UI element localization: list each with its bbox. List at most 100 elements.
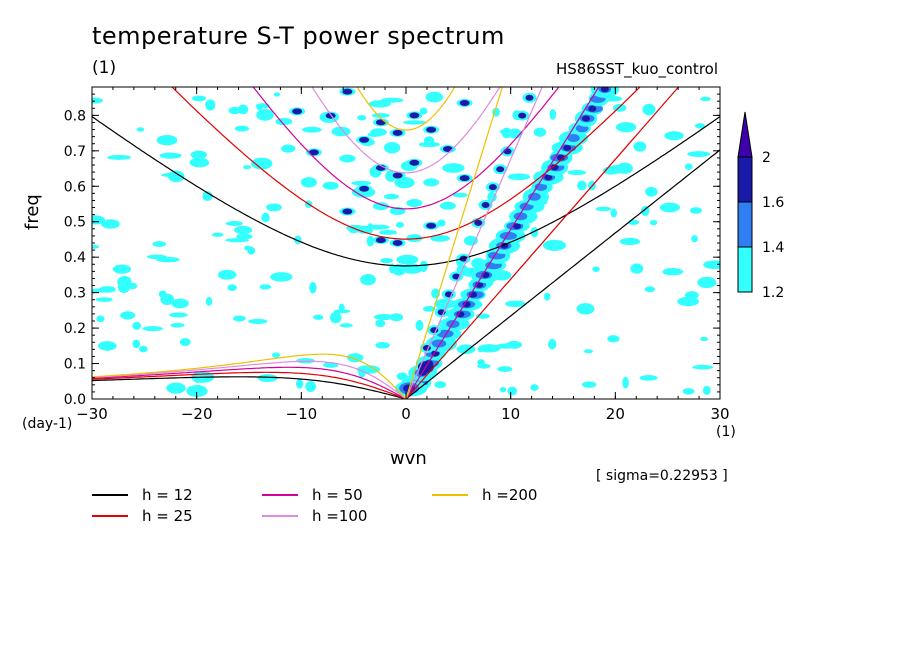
legend-h25: h = 25 [92, 507, 193, 525]
legend-label-h200: h =200 [482, 486, 538, 504]
power-contour-blob [236, 233, 253, 240]
power-contour-blob [191, 95, 207, 102]
power-contour-blob [700, 96, 711, 102]
power-contour-blob [639, 375, 658, 381]
power-contour-blob [497, 366, 513, 373]
power-contour-blob [581, 381, 597, 388]
power-contour-blob [481, 201, 490, 208]
power-contour-blob [687, 151, 711, 157]
x-tick-label: −20 [181, 405, 213, 423]
power-contour-blob [474, 219, 483, 226]
power-contour-blob [456, 344, 476, 355]
dispersion-curve [92, 376, 407, 399]
power-contour-blob [227, 284, 237, 291]
x-tick-label: 20 [606, 405, 625, 423]
y-tick-label: 0.8 [64, 108, 86, 124]
power-contour-blob [459, 175, 470, 182]
power-contour-blob [305, 381, 316, 392]
power-contour-blob [194, 378, 202, 383]
power-contour-blob [548, 338, 557, 350]
legend-label-h12: h = 12 [142, 486, 193, 504]
y-tick-label: 0.1 [64, 357, 86, 373]
dispersion-curve [405, 87, 543, 399]
power-contour-blob [389, 313, 404, 322]
power-contour-blob [567, 134, 580, 143]
legend-label-h100: h =100 [312, 507, 368, 525]
legend-h100: h =100 [262, 507, 367, 525]
power-contour-blob [426, 126, 437, 133]
power-contour-blob [132, 321, 142, 330]
power-contour-blob [542, 239, 567, 251]
power-contour-blob [132, 339, 141, 349]
power-contour-blob [406, 199, 423, 208]
legend-h200: h =200 [432, 486, 537, 504]
power-contour-blob [366, 235, 375, 247]
power-contour-blob [592, 266, 600, 273]
power-contour-blob [202, 191, 213, 202]
power-contour-blob [244, 245, 252, 251]
power-contour-blob [383, 142, 401, 154]
power-contour-blob [409, 159, 420, 166]
power-contour-blob [234, 125, 250, 132]
power-contour-blob [273, 92, 281, 97]
power-contour-blob [391, 264, 407, 276]
power-contour-blob [645, 186, 658, 197]
power-contour-blob [261, 212, 270, 223]
y-tick-label: 0.3 [64, 286, 86, 302]
power-contour-blob [607, 335, 620, 343]
power-contour-blob [255, 103, 270, 109]
power-contour-blob [329, 311, 342, 324]
power-contour-blob [525, 94, 534, 101]
power-contour-blob [583, 349, 593, 354]
power-contour-blob [270, 272, 293, 282]
power-contour-blob [342, 208, 353, 215]
power-contour-blob [346, 353, 364, 363]
x-tick-label: −10 [286, 405, 318, 423]
power-contour-blob [313, 314, 324, 320]
power-contour-blob [437, 219, 446, 227]
power-contour-blob [456, 311, 465, 318]
legend-h50: h = 50 [262, 486, 363, 504]
colorbar-triangle [737, 111, 753, 158]
power-contour-blob [147, 254, 167, 260]
plot-area [92, 87, 720, 399]
power-contour-blob [477, 346, 485, 353]
dispersion-curve [356, 87, 456, 131]
power-contour-blob [138, 345, 148, 353]
power-contour-blob [630, 263, 644, 274]
legend-label-h25: h = 25 [142, 507, 193, 525]
power-contour-blob [567, 170, 587, 176]
power-contour-blob [309, 281, 317, 294]
power-contour-blob [190, 150, 207, 160]
legend-h12: h = 12 [92, 486, 193, 504]
power-contour-blob [496, 166, 505, 173]
power-contour-blob [426, 222, 437, 229]
dispersion-curve [311, 87, 501, 174]
power-contour-blob [228, 106, 241, 115]
power-contour-blob [507, 386, 518, 396]
power-contour-blob [431, 339, 447, 348]
power-contour-blob [588, 105, 597, 112]
dispersion-curve [405, 87, 600, 399]
power-contour-blob [423, 305, 436, 312]
power-contour-blob [622, 376, 629, 389]
power-contour-blob [211, 232, 224, 237]
power-contour-blob [152, 241, 167, 247]
power-contour-blob [225, 220, 243, 226]
legend-swatch-h100 [262, 515, 298, 517]
power-contour-blob [333, 309, 351, 314]
legend-swatch-h12 [92, 494, 128, 496]
power-contour-blob [582, 115, 591, 122]
power-contour-blob [703, 260, 720, 270]
power-contour-blob [488, 184, 497, 191]
chart-subtitle: (1) [92, 58, 117, 78]
power-contour-blob [300, 177, 317, 188]
colorbar-segment [737, 246, 753, 293]
dispersion-curve [92, 366, 407, 399]
dispersion-curve [92, 353, 407, 399]
power-contour-blob [294, 235, 302, 245]
power-contour-blob [179, 338, 191, 347]
power-contour-blob [302, 126, 322, 133]
power-contour-blob [112, 264, 132, 274]
